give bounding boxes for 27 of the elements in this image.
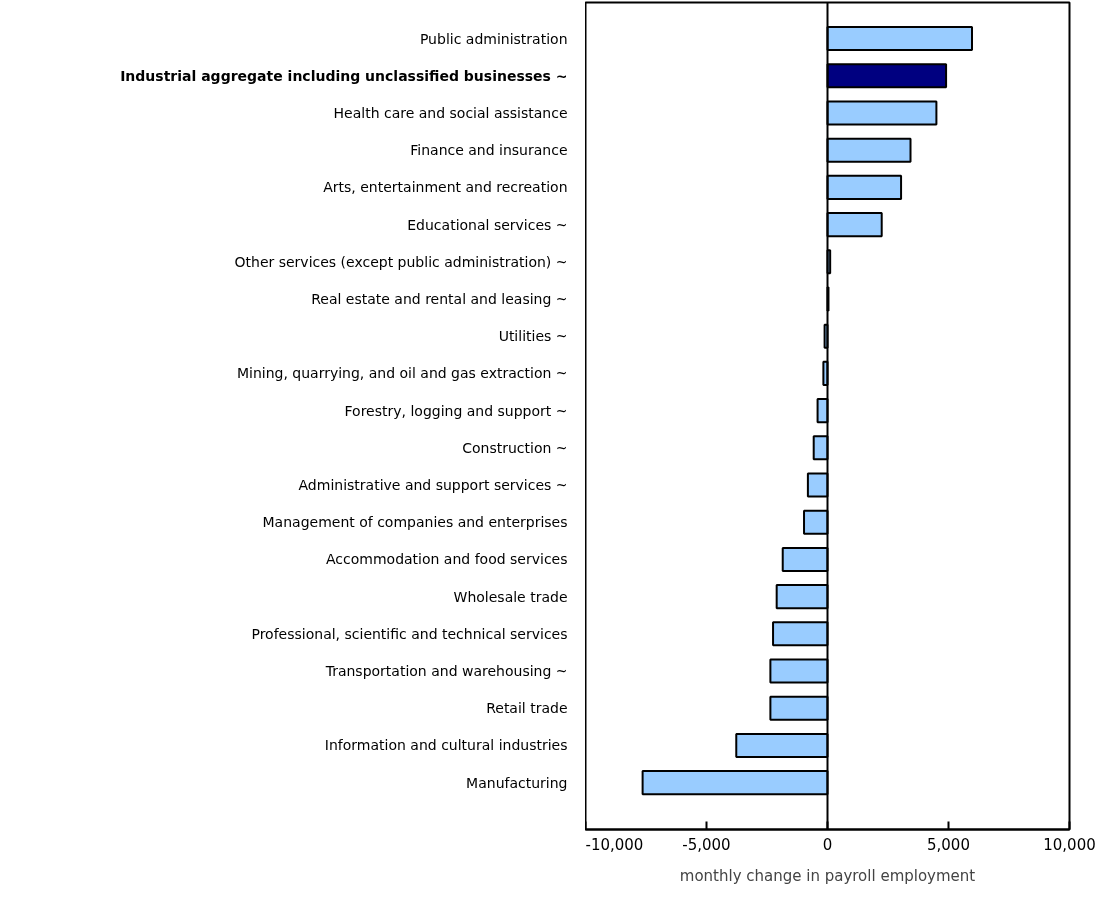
x-tick-label: -10,000 — [585, 835, 644, 854]
y-tick-label: Public administration — [419, 30, 568, 47]
x-tick-label: -5,000 — [682, 835, 731, 854]
y-tick-label: Construction ~ — [462, 439, 568, 456]
y-tick-label: Information and cultural industries — [324, 737, 568, 754]
y-tick-label: Wholesale trade — [453, 588, 568, 605]
y-tick-label: Real estate and rental and leasing ~ — [311, 291, 568, 307]
y-tick-label: Finance and insurance — [410, 142, 568, 159]
y-tick-label: Industrial aggregate including unclassified businesses ~ — [120, 67, 568, 84]
y-tick-label: Health care and social assistance — [333, 104, 568, 121]
y-tick-label: Administrative and support services ~ — [298, 477, 568, 494]
y-tick-label: Accommodation and food services — [326, 551, 568, 568]
y-tick-label: Professional, scientific and technical services — [251, 625, 568, 642]
y-tick-label: Educational services ~ — [407, 216, 568, 233]
y-tick-label: Manufacturing — [466, 774, 568, 791]
y-tick-label: Other services (except public administration) ~ — [234, 253, 568, 270]
y-tick-label: Retail trade — [486, 700, 568, 717]
x-tick-label: 0 — [822, 835, 833, 854]
y-tick-label: Arts, entertainment and recreation — [323, 179, 568, 196]
y-tick-label: Forestry, logging and support ~ — [344, 402, 568, 419]
x-axis-title: monthly change in payroll employment — [679, 866, 976, 885]
y-tick-label: Utilities ~ — [498, 328, 568, 345]
y-tick-label: Mining, quarrying, and oil and gas extraction ~ — [236, 365, 568, 382]
y-tick-label: Management of companies and enterprises — [262, 514, 568, 531]
y-tick-label: Transportation and warehousing ~ — [324, 663, 568, 680]
x-tick-label: 5,000 — [927, 835, 970, 854]
x-tick-label: 10,000 — [1043, 835, 1096, 854]
